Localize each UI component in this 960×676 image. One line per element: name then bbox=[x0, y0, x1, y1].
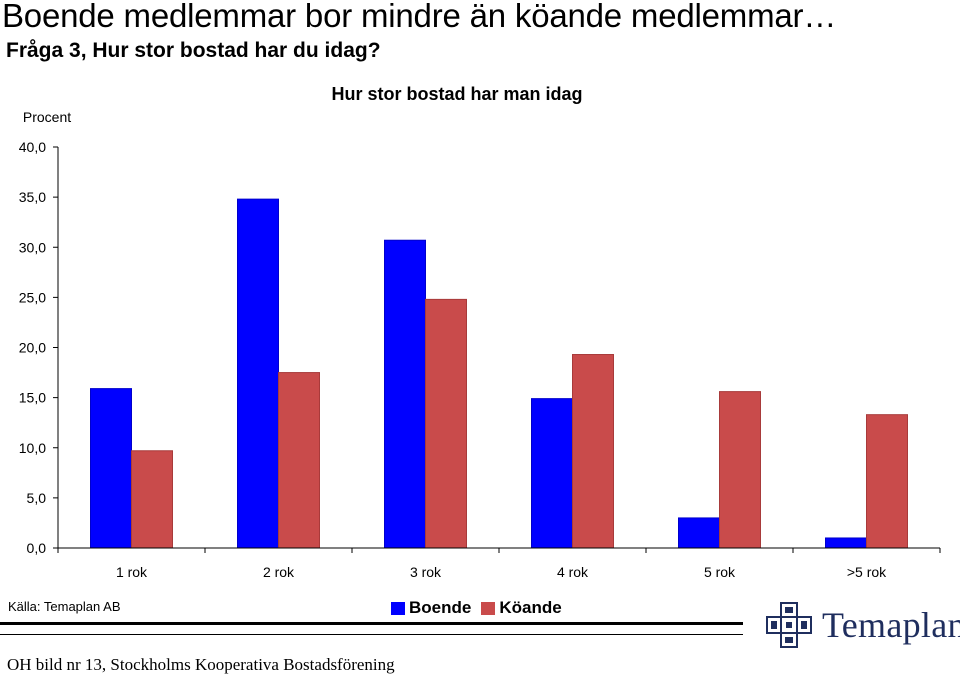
y-tick-label: 0,0 bbox=[27, 540, 47, 556]
bar-boende-2 bbox=[384, 239, 426, 549]
x-tick-label: 5 rok bbox=[704, 564, 736, 580]
x-tick-label: 2 rok bbox=[263, 564, 295, 580]
temaplan-logo: Temaplan bbox=[766, 602, 960, 648]
y-tick-label: 15,0 bbox=[19, 390, 46, 406]
bar-kande-5 bbox=[866, 414, 908, 549]
page-title: Boende medlemmar bor mindre än köande me… bbox=[2, 0, 837, 34]
x-tick-label: 1 rok bbox=[116, 564, 148, 580]
bar-boende-5 bbox=[825, 537, 867, 549]
bar-boende-4 bbox=[678, 517, 720, 549]
bar-kande-0 bbox=[131, 450, 173, 549]
y-tick-label: 35,0 bbox=[19, 189, 46, 205]
source-note: Källa: Temaplan AB bbox=[8, 599, 121, 614]
legend-label-koande: Köande bbox=[499, 598, 562, 617]
legend-swatch-koande bbox=[481, 601, 496, 615]
bar-kande-4 bbox=[719, 391, 761, 549]
bar-kande-3 bbox=[572, 354, 614, 549]
bar-boende-3 bbox=[531, 398, 573, 549]
y-axis-label: Procent bbox=[23, 109, 71, 125]
footer-text: OH bild nr 13, Stockholms Kooperativa Bo… bbox=[7, 655, 395, 674]
bar-boende-0 bbox=[90, 388, 132, 549]
y-tick-label: 25,0 bbox=[19, 289, 46, 305]
chart-title: Hur stor bostad har man idag bbox=[331, 84, 582, 104]
footer-rule-thick bbox=[0, 622, 743, 625]
bar-boende-1 bbox=[237, 198, 279, 549]
legend-swatch-boende bbox=[391, 601, 405, 615]
footer-rule-thin bbox=[0, 634, 743, 635]
y-tick-label: 20,0 bbox=[19, 340, 46, 356]
y-tick-label: 40,0 bbox=[19, 139, 46, 155]
chart-legend: Boende Köande bbox=[391, 598, 572, 618]
x-tick-label: 4 rok bbox=[557, 564, 589, 580]
y-tick-label: 10,0 bbox=[19, 440, 46, 456]
logo-text: Temaplan bbox=[822, 605, 960, 645]
x-tick-label: 3 rok bbox=[410, 564, 442, 580]
bar-kande-2 bbox=[425, 298, 467, 549]
bars-group bbox=[90, 198, 908, 549]
bar-chart: Hur stor bostad har man idag Procent 0,0… bbox=[19, 84, 941, 580]
page-subtitle: Fråga 3, Hur stor bostad har du idag? bbox=[6, 39, 381, 62]
y-tick-label: 5,0 bbox=[27, 490, 47, 506]
y-tick-label: 30,0 bbox=[19, 239, 46, 255]
x-axis: 1 rok 2 rok 3 rok 4 rok 5 rok >5 rok bbox=[57, 547, 941, 580]
bar-kande-1 bbox=[278, 372, 320, 549]
temaplan-cross-logo-icon bbox=[766, 602, 812, 648]
y-axis: 0,0 5,0 10,0 15,0 20,0 25,0 30,0 35,0 40,0 bbox=[19, 139, 59, 556]
legend-label-boende: Boende bbox=[409, 598, 472, 617]
x-tick-label: >5 rok bbox=[847, 564, 887, 580]
